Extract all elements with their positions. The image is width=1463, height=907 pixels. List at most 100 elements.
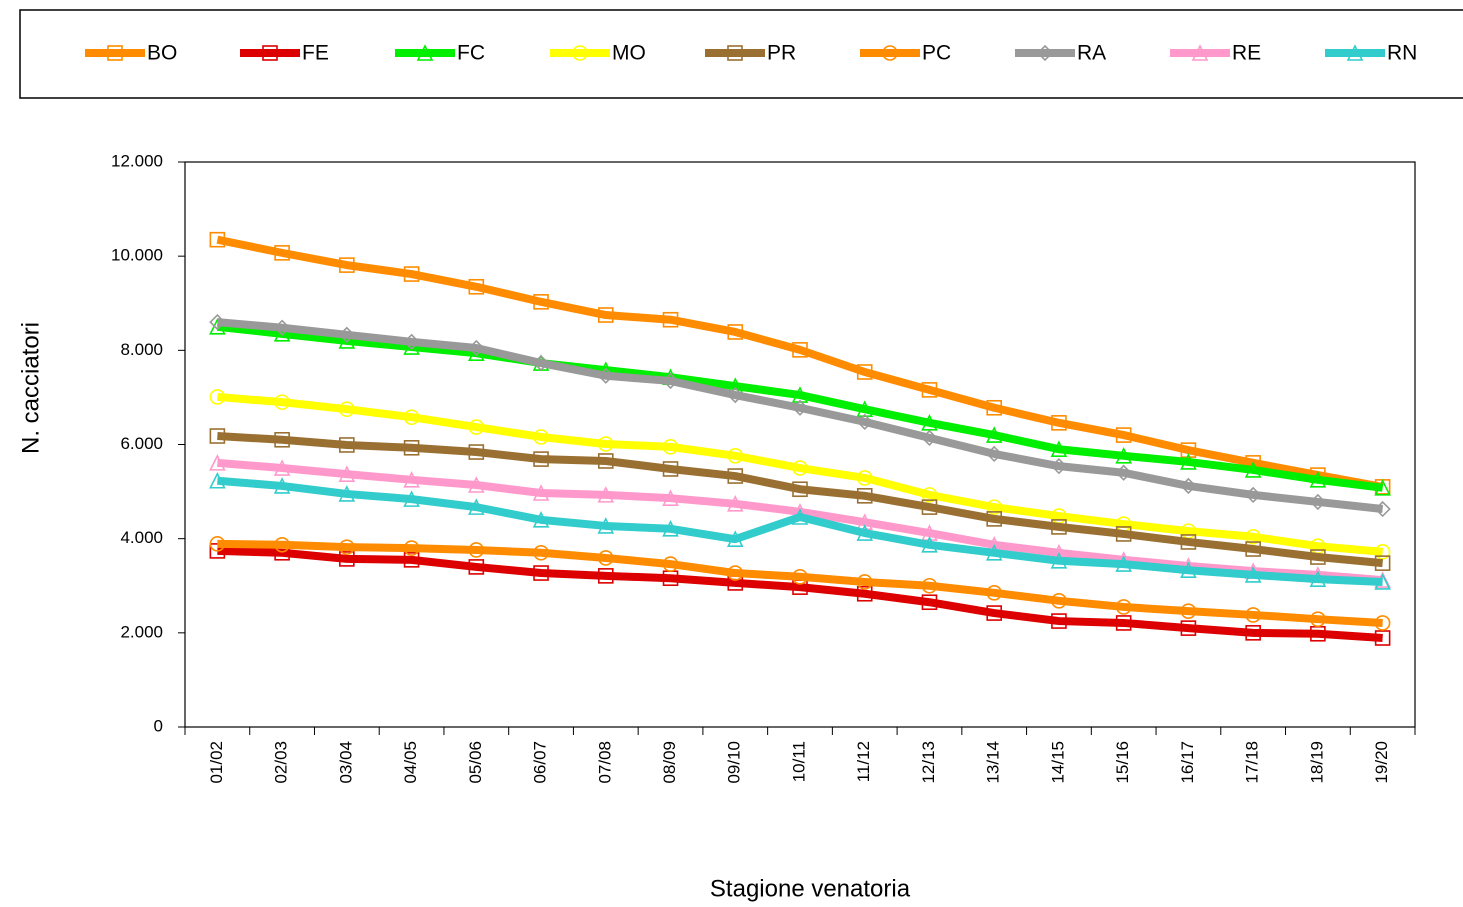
marker <box>1245 541 1261 557</box>
marker <box>662 311 679 328</box>
y-tick-label: 6.000 <box>120 434 163 453</box>
series <box>209 536 1391 631</box>
marker <box>209 389 226 405</box>
marker <box>792 481 808 498</box>
marker <box>597 486 615 503</box>
marker <box>1115 599 1132 615</box>
x-tick-label: 18/19 <box>1307 741 1326 784</box>
marker <box>1115 447 1132 464</box>
marker <box>597 436 614 452</box>
marker <box>1051 593 1067 609</box>
marker <box>1051 415 1067 431</box>
x-tick-label: 17/18 <box>1243 741 1262 784</box>
marker <box>533 429 549 445</box>
marker <box>468 559 485 575</box>
marker <box>921 535 938 553</box>
marker <box>726 495 744 512</box>
marker <box>856 470 873 486</box>
marker <box>1050 552 1068 569</box>
marker <box>468 278 485 295</box>
marker <box>339 551 355 567</box>
marker <box>727 565 744 581</box>
x-tick-label: 10/11 <box>789 741 808 782</box>
marker <box>727 386 744 404</box>
x-tick-label: 07/08 <box>595 741 614 784</box>
marker <box>1051 613 1067 629</box>
marker <box>468 344 485 361</box>
marker <box>856 400 874 417</box>
marker <box>662 556 679 572</box>
marker <box>403 409 420 425</box>
marker <box>921 499 938 515</box>
marker <box>597 550 614 566</box>
marker <box>468 444 485 460</box>
x-tick-label: 14/15 <box>1048 741 1067 784</box>
marker <box>1180 561 1197 579</box>
marker <box>274 431 290 448</box>
marker <box>921 487 938 503</box>
marker <box>921 594 938 611</box>
x-tick-label: 03/04 <box>336 741 355 784</box>
marker <box>403 338 420 355</box>
marker <box>662 461 679 477</box>
x-axis-title: Stagione venatoria <box>710 875 911 902</box>
marker <box>262 45 278 61</box>
marker <box>468 419 485 435</box>
marker <box>1374 615 1391 631</box>
marker <box>791 508 809 525</box>
marker <box>986 445 1003 463</box>
marker <box>403 266 420 282</box>
marker <box>273 325 291 342</box>
marker <box>1115 427 1132 443</box>
series-line <box>216 322 1384 492</box>
marker <box>792 342 808 358</box>
x-tick-label: 04/05 <box>401 741 420 784</box>
legend-label: BO <box>147 42 177 65</box>
marker <box>985 426 1003 443</box>
marker <box>468 339 485 357</box>
x-tick-label: 15/16 <box>1113 741 1132 784</box>
marker <box>1180 534 1197 550</box>
marker <box>403 333 420 350</box>
marker <box>1245 528 1261 545</box>
marker <box>533 294 549 310</box>
legend-label: RE <box>1232 42 1261 65</box>
marker <box>986 499 1003 515</box>
x-tick-label: 12/13 <box>919 741 938 784</box>
marker <box>856 574 873 590</box>
marker <box>339 401 355 417</box>
marker <box>274 245 290 261</box>
marker <box>1115 464 1132 481</box>
marker <box>209 313 226 331</box>
series-line <box>216 235 1384 491</box>
marker <box>921 429 938 447</box>
marker <box>986 605 1003 621</box>
marker <box>403 552 420 568</box>
series <box>209 428 1391 571</box>
marker <box>1180 603 1197 619</box>
marker <box>791 386 809 403</box>
series <box>209 471 1391 590</box>
legend-label: PR <box>767 42 796 65</box>
marker <box>339 437 355 453</box>
legend-label: RA <box>1077 42 1106 65</box>
x-tick-label: 08/09 <box>660 741 679 784</box>
marker <box>532 511 550 528</box>
marker <box>727 324 744 340</box>
marker <box>662 519 679 537</box>
marker <box>1191 44 1209 61</box>
marker <box>986 399 1003 416</box>
marker <box>986 511 1003 527</box>
series-line <box>217 546 1383 643</box>
marker <box>727 447 744 464</box>
marker <box>1310 611 1326 627</box>
y-tick-label: 10.000 <box>111 246 163 265</box>
marker <box>597 453 614 469</box>
marker <box>1374 479 1391 496</box>
series <box>209 318 1391 496</box>
marker <box>403 439 420 456</box>
marker <box>985 544 1003 561</box>
marker <box>1244 566 1262 583</box>
marker <box>727 468 744 484</box>
